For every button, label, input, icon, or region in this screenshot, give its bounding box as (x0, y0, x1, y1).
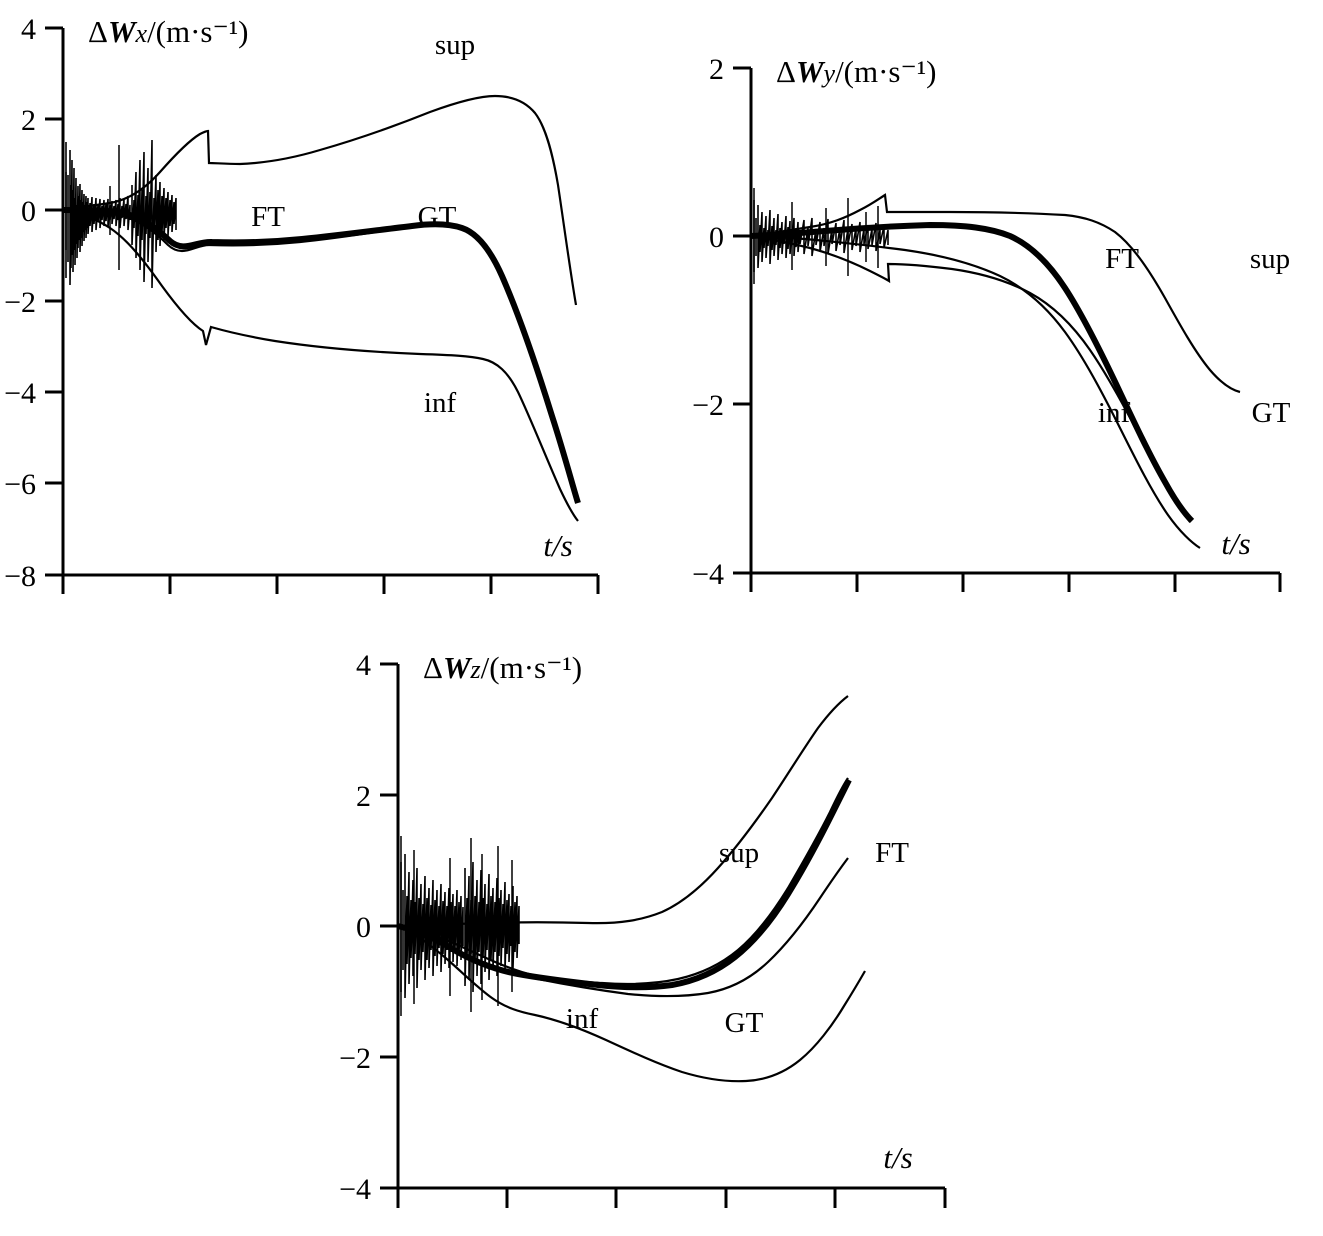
ytick-label-wx-4: −4 (4, 377, 36, 410)
ylabel-wx-symbol: W (108, 14, 138, 49)
noise-band-wx-2 (131, 139, 177, 289)
annotation-inf-wx: inf (424, 387, 457, 419)
annotation-gt-wy: GT (1252, 397, 1291, 429)
ytick-label-wx-1: 2 (21, 104, 36, 137)
noise-band-wz-3 (400, 836, 513, 1016)
ylabel-wx-unit: /(m·s⁻¹) (147, 14, 248, 49)
noise-band-wz-2 (464, 861, 520, 993)
xlabel-wy: t/s (1221, 526, 1250, 561)
ylabel-wz-unit: /(m·s⁻¹) (481, 650, 582, 685)
ylabel-wz: ΔWz/(m·s⁻¹) (423, 650, 582, 685)
panel-wx-xticks (61, 575, 493, 594)
annotation-gt-wx: GT (418, 201, 457, 233)
ylabel-wy: ΔWy/(m·s⁻¹) (776, 54, 936, 89)
ylabel-wx-delta: Δ (88, 14, 108, 49)
ytick-label-wx-5: −6 (4, 468, 36, 501)
ylabel-wy-component: y (821, 59, 836, 88)
panel-wy-svg: 2 0 −2 −4 ΔWy/(m·s⁻¹) t/s FT sup inf GT (692, 53, 1291, 592)
noise-band-wx-3 (65, 145, 120, 270)
ytick-label-wx-2: 0 (21, 195, 36, 228)
panel-delta-wz: 4 2 0 −2 −4 ΔWz/(m·s⁻¹) t/s sup FT inf G… (330, 640, 980, 1236)
curve-gt-lower-wz (397, 857, 849, 998)
annotation-gt-wz: GT (725, 1007, 764, 1039)
ytick-label-wz-2: 0 (356, 911, 371, 944)
xlabel-wx: t/s (543, 528, 572, 563)
annotation-ft-wz: FT (875, 837, 909, 869)
ylabel-wy-symbol: W (796, 54, 826, 89)
panel-wx-yticks (45, 26, 63, 577)
ytick-label-wy-0: 2 (709, 53, 724, 86)
panel-wy-yticks (733, 66, 751, 575)
panel-wz-svg: 4 2 0 −2 −4 ΔWz/(m·s⁻¹) t/s sup FT inf G… (339, 649, 947, 1208)
ytick-label-wy-1: 0 (709, 221, 724, 254)
annotation-ft-wx: FT (251, 201, 285, 233)
annotation-sup-wx: sup (435, 29, 475, 61)
curve-sup-wy (750, 193, 1241, 394)
curve-sup-wx (62, 94, 578, 306)
noise-band-wy (753, 200, 889, 272)
ytick-label-wy-2: −2 (692, 389, 724, 422)
panel-wz-yticks (380, 662, 398, 1190)
annotation-sup-wz: sup (719, 837, 759, 869)
ytick-label-wy-3: −4 (692, 558, 724, 591)
ytick-label-wx-6: −8 (4, 560, 36, 593)
panel-delta-wy: 2 0 −2 −4 ΔWy/(m·s⁻¹) t/s FT sup inf GT (680, 40, 1320, 620)
noise-band-wz (400, 854, 464, 999)
curve-gt-wy (750, 234, 1201, 549)
ytick-label-wz-3: −2 (339, 1042, 371, 1075)
panel-delta-wx: 4 2 0 −2 −4 −6 −8 ΔWx/(m·s⁻¹) t/s sup FT… (0, 0, 660, 620)
panel-wy-xticks (749, 573, 1177, 592)
ylabel-wz-symbol: W (443, 650, 473, 685)
panel-wy-axes (749, 68, 1282, 592)
curve-gt-wz (397, 778, 852, 991)
ytick-label-wz-1: 2 (356, 780, 371, 813)
ytick-label-wx-3: −2 (4, 286, 36, 319)
annotation-inf-wz: inf (566, 1003, 599, 1035)
curve-inf-wz (397, 924, 866, 1083)
curve-inf-wy (750, 234, 1191, 523)
ylabel-wy-unit: /(m·s⁻¹) (835, 54, 936, 89)
ylabel-wz-delta: Δ (423, 650, 443, 685)
annotation-ft-wy: FT (1105, 243, 1139, 275)
noise-band-wx (65, 142, 131, 286)
noise-band-wy-2 (753, 188, 879, 284)
panel-wz-xticks (396, 1188, 837, 1208)
ylabel-wy-delta: Δ (776, 54, 796, 89)
annotation-sup-wy: sup (1250, 243, 1290, 275)
annotation-inf-wy: inf (1098, 397, 1131, 429)
ytick-label-wz-0: 4 (356, 649, 371, 682)
ytick-label-wz-4: −4 (339, 1173, 371, 1206)
ytick-label-wx-0: 4 (21, 13, 36, 46)
ylabel-wx: ΔWx/(m·s⁻¹) (88, 14, 248, 49)
ylabel-wz-component: z (470, 655, 481, 684)
panel-wx-svg: 4 2 0 −2 −4 −6 −8 ΔWx/(m·s⁻¹) t/s sup FT… (4, 13, 600, 594)
xlabel-wz: t/s (883, 1140, 912, 1175)
ylabel-wx-component: x (135, 19, 148, 48)
